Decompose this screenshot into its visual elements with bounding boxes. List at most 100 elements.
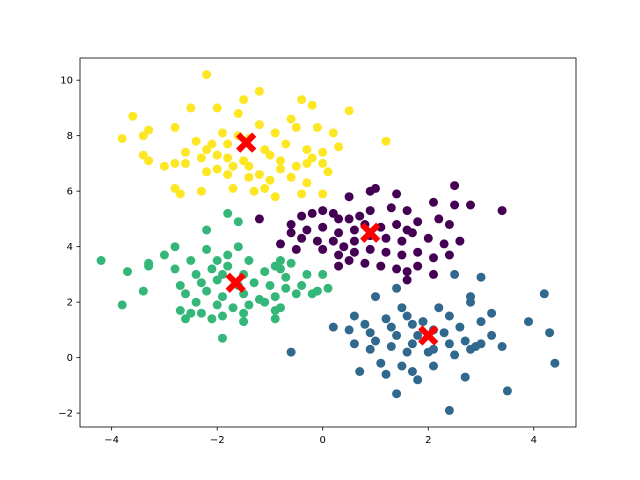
y-tick-label: 10 [60, 76, 73, 87]
data-point [444, 311, 454, 321]
x-tick-label: 2 [425, 435, 431, 446]
data-point [318, 158, 328, 168]
data-point [318, 189, 328, 199]
data-point [186, 308, 196, 318]
data-point [138, 131, 148, 141]
data-point [239, 95, 249, 105]
y-tick-label: 2 [67, 298, 73, 309]
data-point [381, 136, 391, 146]
data-point [202, 244, 212, 254]
centroid-marker [360, 222, 381, 243]
data-point [524, 317, 533, 327]
data-point [539, 289, 549, 299]
data-point [223, 250, 233, 260]
data-point [392, 389, 402, 399]
y-tick-label: −2 [58, 409, 73, 420]
data-point [276, 264, 285, 274]
data-point [144, 125, 154, 135]
data-point [397, 361, 407, 371]
data-point [365, 328, 375, 338]
data-point [476, 272, 486, 282]
data-point [302, 269, 312, 279]
data-point [286, 347, 296, 357]
data-point [159, 161, 169, 171]
data-point [276, 164, 285, 174]
data-point [191, 136, 201, 146]
data-point [297, 281, 307, 290]
data-point [286, 172, 296, 182]
data-point [291, 244, 301, 254]
data-point [402, 275, 412, 285]
data-point [402, 347, 412, 357]
y-tick-label: 6 [67, 187, 73, 198]
data-point [360, 258, 370, 268]
data-point [202, 70, 212, 80]
data-point [228, 161, 238, 171]
data-point [455, 236, 465, 246]
data-point [218, 128, 227, 138]
centroid-marker [418, 325, 439, 346]
data-point [302, 225, 312, 235]
data-point [386, 203, 396, 213]
data-point [207, 264, 217, 274]
data-point [186, 256, 196, 265]
data-point [318, 147, 328, 157]
data-point [466, 344, 475, 354]
data-point [181, 314, 190, 324]
y-tick-label: 8 [67, 131, 73, 142]
data-point [318, 222, 328, 232]
data-point [476, 339, 486, 349]
data-point [344, 325, 354, 335]
data-point [307, 289, 317, 299]
data-point [254, 86, 264, 96]
data-point [270, 128, 280, 138]
data-point [175, 281, 185, 290]
data-point [249, 186, 259, 196]
data-point [402, 206, 412, 216]
centroid-marker [225, 272, 246, 293]
data-point [138, 150, 148, 160]
data-point [334, 214, 344, 224]
data-point [286, 220, 296, 229]
data-point [381, 233, 391, 243]
data-point [349, 247, 359, 257]
data-point [170, 158, 180, 168]
data-point [239, 317, 249, 327]
data-point [365, 206, 375, 216]
data-point [286, 114, 296, 124]
data-point [334, 250, 344, 260]
data-point [328, 128, 338, 138]
data-point [265, 281, 275, 290]
data-point [312, 236, 322, 246]
data-point [423, 233, 433, 243]
data-point [487, 308, 497, 318]
data-point [318, 269, 328, 279]
data-point [254, 120, 264, 130]
data-point [466, 297, 475, 307]
data-point [349, 225, 359, 235]
data-point [281, 272, 291, 282]
data-point [196, 186, 206, 196]
data-point [328, 236, 338, 246]
data-point [233, 109, 243, 118]
data-point [270, 306, 280, 315]
data-point [450, 269, 460, 279]
data-point [207, 314, 217, 324]
data-point [218, 269, 227, 279]
data-point [138, 286, 148, 296]
data-point [318, 206, 328, 216]
data-point [450, 350, 460, 360]
data-point [365, 244, 375, 254]
data-point [355, 211, 365, 221]
data-point [144, 258, 154, 268]
data-point [371, 183, 380, 193]
data-point [334, 228, 344, 238]
data-point [349, 236, 359, 246]
data-point [276, 156, 285, 166]
data-point [196, 278, 206, 288]
data-point [302, 145, 312, 155]
data-point [291, 122, 301, 132]
data-point [392, 283, 402, 293]
data-point [407, 339, 417, 349]
data-point [386, 322, 396, 332]
